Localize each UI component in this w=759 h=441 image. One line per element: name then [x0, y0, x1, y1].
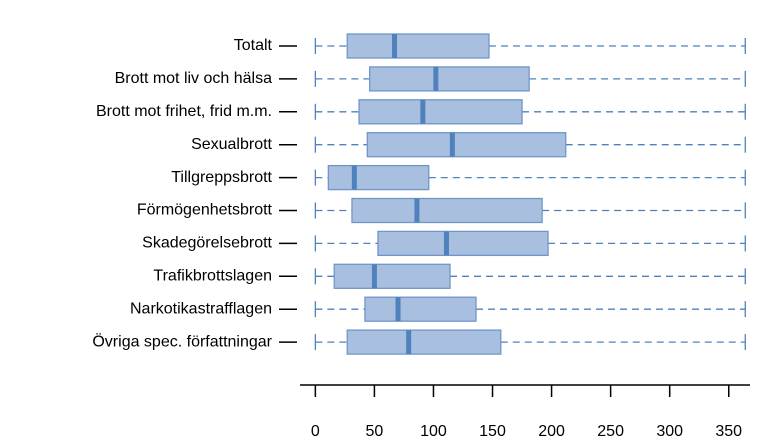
box [358, 99, 523, 125]
y-tick-label: Brott mot liv och hälsa [115, 70, 273, 87]
x-tick-label: 0 [311, 423, 320, 440]
x-tick-label: 300 [656, 423, 683, 440]
y-tick-label: Övriga spec. författningar [92, 332, 272, 350]
box [346, 329, 502, 355]
x-tick-label: 250 [597, 423, 624, 440]
x-tick-label: 100 [420, 423, 447, 440]
y-tick-label: Förmögenhetsbrott [137, 202, 273, 219]
box [351, 197, 543, 224]
x-tick-label: 350 [715, 423, 742, 440]
y-tick-label: Skadegörelsebrott [142, 235, 272, 252]
y-tick-label: Trafikbrottslagen [153, 268, 272, 285]
y-tick-label: Narkotikastrafflagen [130, 300, 272, 317]
x-tick-label: 150 [479, 423, 506, 440]
y-tick-label: Brott mot frihet, frid m.m. [96, 103, 272, 120]
y-tick-label: Tillgreppsbrott [171, 169, 272, 186]
box [346, 33, 490, 59]
y-tick-label: Totalt [234, 37, 273, 54]
box [327, 164, 430, 191]
box [364, 296, 477, 322]
x-tick-label: 50 [366, 423, 384, 440]
box [377, 230, 549, 257]
x-tick-label: 200 [538, 423, 565, 440]
box [366, 132, 567, 158]
box [333, 263, 451, 289]
box [369, 66, 530, 92]
y-tick-label: Sexualbrott [191, 136, 272, 153]
